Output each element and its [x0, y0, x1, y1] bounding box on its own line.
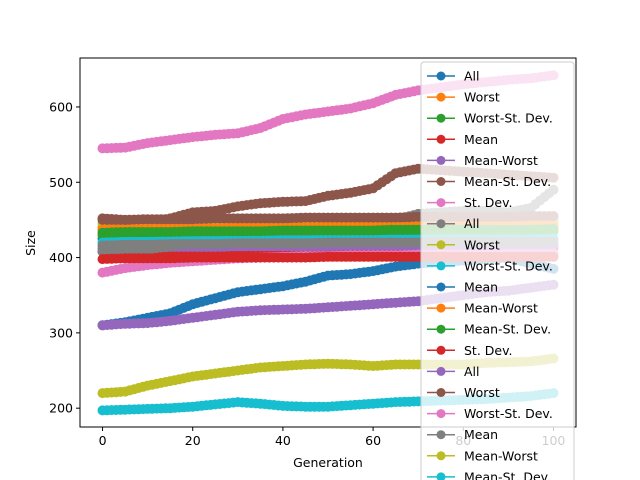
legend-swatch-marker	[436, 472, 446, 480]
legend-swatch-marker	[436, 388, 446, 397]
legend-swatch-marker	[436, 261, 446, 271]
legend-entry-label: St. Dev.	[464, 343, 513, 358]
x-tick-label: 60	[365, 433, 381, 448]
legend-swatch-marker	[436, 71, 446, 81]
y-tick-label: 300	[49, 325, 73, 340]
legend-entry-label: Worst-St. Dev.	[464, 258, 553, 273]
plot-area	[79, 57, 577, 428]
legend-entry-label: All	[464, 364, 480, 379]
legend-swatch-marker	[436, 430, 446, 440]
legend-swatch-marker	[436, 282, 446, 292]
legend-entry-label: Mean	[464, 427, 498, 442]
y-axis-label: Size	[23, 230, 38, 256]
legend-entry-label: Worst-St. Dev.	[464, 111, 553, 126]
legend-swatch-marker	[436, 219, 446, 229]
legend-entry-label: Mean	[464, 132, 498, 147]
legend-swatch-marker	[436, 92, 446, 102]
legend-swatch-marker	[436, 240, 446, 250]
legend-entry-label: Mean-Worst	[464, 448, 538, 463]
y-tick-label: 500	[49, 175, 73, 190]
legend-swatch-marker	[436, 303, 446, 313]
axes-frame	[79, 57, 577, 428]
legend-swatch-marker	[436, 113, 446, 123]
y-axis-ticks: 200 300 400 500 600	[49, 99, 80, 416]
legend-entry-label: Mean-St. Dev.	[464, 322, 551, 337]
y-tick-label: 600	[49, 99, 73, 114]
x-tick-label: 40	[275, 433, 291, 448]
legend-swatch-marker	[436, 177, 446, 186]
legend-entry-label: Mean-Worst	[464, 301, 538, 316]
legend-entry-label: Mean-Worst	[464, 153, 538, 168]
legend-swatch-marker	[436, 134, 446, 144]
legend-swatch-marker	[436, 198, 446, 208]
legend-entry-label: Worst-St. Dev.	[464, 406, 553, 421]
legend-swatch-marker	[436, 324, 446, 334]
legend-entry-label: All	[464, 69, 480, 84]
legend-entry-label: Worst	[464, 237, 500, 252]
legend-box	[420, 61, 575, 480]
legend-swatch-marker	[436, 409, 446, 419]
legend-swatch-marker	[436, 366, 446, 376]
legend-entry-label: All	[464, 216, 480, 231]
y-tick-label: 400	[49, 250, 73, 265]
legend-swatch-marker	[436, 155, 446, 165]
legend-entry-label: St. Dev.	[464, 195, 513, 210]
legend-entry-label: Mean-St. Dev.	[464, 469, 551, 480]
legend-entry-label: Mean	[464, 280, 498, 295]
x-axis-label: Generation	[293, 455, 363, 470]
x-tick-label: 20	[185, 433, 201, 448]
legend-entry-label: Mean-St. Dev.	[464, 174, 551, 189]
legend: All Worst Worst-St. Dev. Mean Mean-Worst Mean…	[420, 61, 575, 480]
legend-swatch-marker	[436, 345, 446, 355]
y-tick-label: 200	[49, 401, 73, 416]
legend-swatch-marker	[436, 451, 446, 461]
legend-entry-label: Worst	[464, 90, 500, 105]
legend-entry-label: Worst	[464, 385, 500, 400]
x-tick-label: 0	[99, 433, 107, 448]
